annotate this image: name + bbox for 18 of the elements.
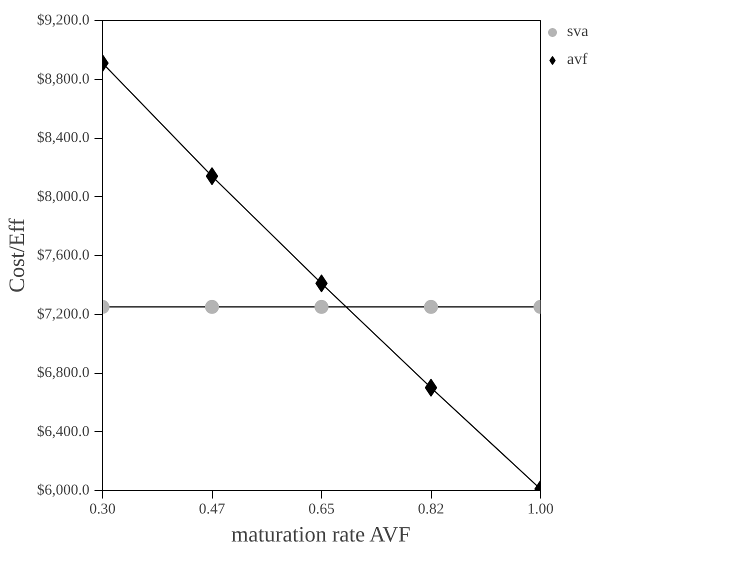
y-tick-label: $6,400.0 [37,424,90,440]
x-tick-label: 1.00 [527,502,554,518]
y-tick-label: $8,800.0 [37,71,90,88]
x-tick-label: 0.30 [89,502,116,518]
x-tick-label: 0.47 [198,502,226,518]
x-tick-label: 0.82 [418,502,444,518]
legend-label: sva [567,23,588,41]
x-axis-title: maturation rate AVF [231,522,411,546]
legend-label: avf [567,51,588,69]
y-tick-label: $6,000.0 [37,482,90,498]
y-tick-label: $6,800.0 [37,365,90,381]
y-tick-label: $9,200.0 [37,12,90,28]
y-tick-label: $8,000.0 [37,188,90,205]
y-tick-label: $8,400.0 [37,130,90,146]
y-tick-label: $7,600.0 [37,248,90,264]
y-axis-title: Cost/Eff [4,218,29,293]
y-tick-label: $7,200.0 [37,306,90,322]
x-tick-label: 0.65 [308,502,335,518]
